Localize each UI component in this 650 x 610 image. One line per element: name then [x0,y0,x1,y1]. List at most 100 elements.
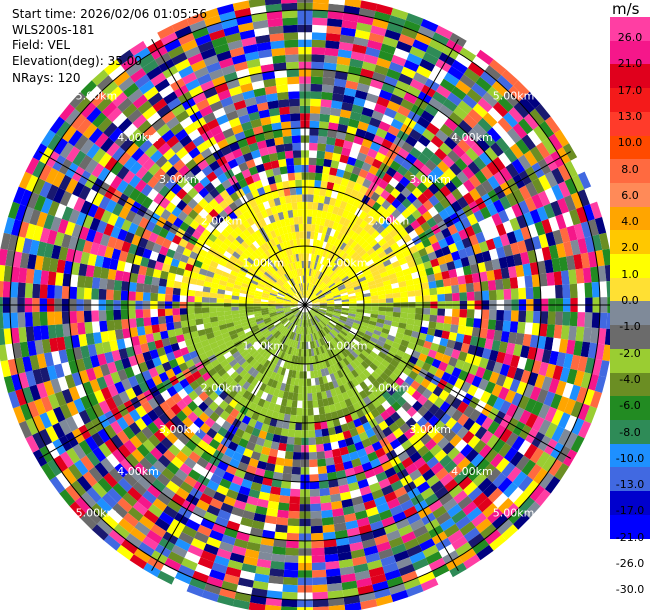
gate-cell [197,159,209,171]
gate-cell [476,544,494,561]
gate-cell [590,266,600,283]
gate-cell [420,378,431,389]
gate-cell [231,306,239,311]
gate-cell [243,276,252,283]
gate-cell [99,233,111,247]
gate-cell [319,487,330,497]
gate-cell [309,261,314,269]
gate-cell [183,122,198,135]
gate-cell [206,427,218,439]
gate-cell [263,522,277,532]
gate-cell [271,221,278,231]
gate-cell [493,330,503,342]
gate-cell [480,390,492,404]
gate-cell [319,301,327,304]
gate-cell [466,309,475,319]
gate-cell [235,276,244,283]
colorbar-tick-label: 13.0 [617,109,643,123]
gate-cell [154,204,166,217]
gate-cell [153,429,166,443]
gate-cell [529,484,545,502]
gate-cell [280,487,291,497]
gate-cell [51,350,62,366]
gate-cell [192,135,205,147]
gate-cell [337,320,345,327]
gate-cell [361,61,377,72]
gate-cell [305,312,307,320]
gate-cell [311,340,316,349]
gate-cell [309,310,315,317]
gate-cell [381,460,393,472]
gate-cell [336,544,351,554]
gate-cell [231,165,242,176]
gate-cell [394,182,406,193]
gate-cell [225,318,234,324]
gate-cell [295,348,300,357]
gate-cell [319,302,328,304]
colorbar-segment [610,88,650,113]
gate-cell [255,287,264,293]
gate-cell [252,395,261,405]
gate-cell [138,381,150,393]
gate-cell [348,118,360,129]
gate-cell [353,563,369,574]
gate-cell [491,258,501,271]
colorbar-segment [610,159,650,184]
gate-cell [447,374,459,386]
gate-cell [282,302,291,304]
gate-cell [424,244,435,255]
gate-cell [145,220,156,232]
gate-cell [311,299,319,303]
gate-cell [366,354,376,363]
gate-cell [288,323,294,331]
gate-cell [330,287,339,293]
gate-cell [335,537,350,547]
gate-cell [246,246,255,255]
gate-cell [548,378,560,394]
gate-cell [480,165,494,180]
gate-cell [279,405,287,414]
gate-cell [117,497,133,513]
gate-cell [364,330,374,337]
gate-cell [386,334,396,342]
gate-cell [548,244,559,260]
gate-cell [498,256,508,269]
gate-cell [508,332,517,344]
gate-cell [534,103,551,121]
gate-cell [324,55,338,64]
gate-cell [473,318,482,329]
gate-cell [340,252,349,261]
gate-cell [428,321,437,330]
gate-cell [264,250,272,259]
gate-cell [309,276,312,284]
gate-cell [310,294,316,300]
gate-cell [286,69,299,78]
gate-cell [352,556,367,567]
gate-cell [273,62,287,71]
gate-cell [295,370,300,379]
gate-cell [69,274,79,288]
gate-cell [501,462,516,478]
gate-cell [198,198,209,209]
gate-cell [346,389,355,399]
gate-cell [311,246,316,255]
gate-cell [333,327,341,334]
gate-cell [294,246,299,255]
gate-cell [541,218,553,234]
gate-cell [413,72,429,85]
gate-cell [296,407,303,416]
gate-cell [367,513,382,525]
gate-cell [341,498,354,508]
gate-cell [347,315,356,320]
gate-cell [321,274,328,282]
gate-cell [117,117,133,133]
gate-cell [276,243,283,252]
gate-cell [75,211,87,227]
gate-cell [473,210,485,223]
gate-cell [388,273,397,280]
gate-cell [536,451,551,468]
gate-cell [187,295,195,303]
gate-cell [403,577,421,590]
gate-cell [270,114,281,124]
gate-cell [164,190,176,202]
